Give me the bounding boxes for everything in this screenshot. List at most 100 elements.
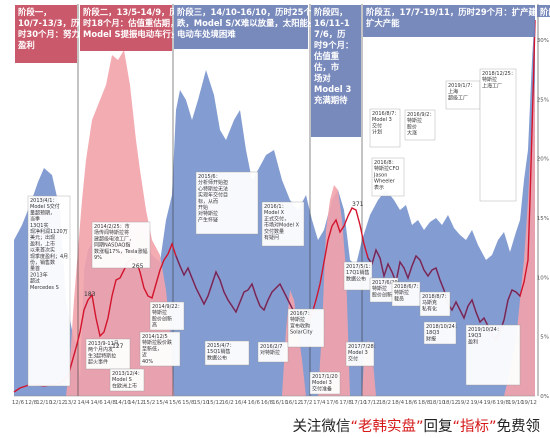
x-tick-label: 16/2 [221, 400, 233, 406]
annotation-line: 19Q3 [468, 333, 481, 339]
annotation-line: 生3起特斯拉 [88, 352, 116, 359]
annotation-line: Wheeler [374, 179, 396, 185]
annotation-line: 2015/4/7： [207, 343, 234, 349]
phase-separators [77, 4, 539, 396]
annotation-bg [287, 308, 325, 348]
annotation-line: 2014/9/22： [152, 304, 183, 310]
annotation-line: 高 [152, 322, 157, 329]
annotation-bg [27, 195, 71, 387]
annotation-line: 对特斯拉 [198, 210, 218, 217]
annotation-line: 2016/9/2： [407, 112, 434, 118]
annotation-line: 2016/8/7： [372, 111, 399, 117]
x-tick-label: 18/12 [442, 400, 458, 406]
x-tick-label: 14/10 [115, 400, 131, 406]
annotation-line: 市场对Model X [264, 222, 300, 229]
annotation-line: 财报 [426, 335, 436, 342]
x-tick-label: 12/6 [12, 400, 25, 406]
annotation-line: 15Q1销售 [207, 348, 230, 355]
x-tick-label: 12/10 [36, 400, 52, 406]
annotation-bg [343, 261, 373, 291]
annotation-line: 裁员 [394, 295, 404, 302]
phase-title-line: 盈利 [17, 40, 35, 50]
annotation-line: 股价 [407, 124, 417, 130]
annotation-line: 数涨幅17%，Tesla涨幅 [94, 248, 147, 255]
phase-title-line: 估值重 [313, 51, 340, 61]
annotation-line: 现净利润1120万 [30, 228, 68, 235]
annotation-line: 2013年 [30, 271, 48, 278]
phase-title-line: 阶段五，17/7-19/11，历时29个月：扩产建厂， [366, 7, 550, 17]
annotation-bg [419, 291, 451, 317]
phase-title-line: 时30个月：努力 [18, 29, 80, 39]
annotation-bg [195, 171, 259, 235]
annotation-line: 2017/6/29： [372, 280, 403, 286]
x-tick-label: 12/8 [25, 400, 38, 406]
annotation-line: 至新低， [142, 345, 162, 352]
annotation-bg [204, 340, 250, 366]
annotation-box: 2013/4/1：Model S交付量超预期，当季13Q1实现净利润1120万美… [27, 195, 71, 387]
x-tick-label: 16/12 [285, 400, 301, 406]
phase-title-line: 时9个月： [314, 40, 353, 50]
x-tick-label: 18/4 [392, 400, 405, 406]
annotation-line: 特斯拉 [482, 76, 497, 83]
y-tick-label: 30% [537, 38, 549, 44]
phase-title-line: 阶段一， [18, 7, 52, 17]
annotation-line: Model S [112, 377, 132, 383]
phase-title-line: 时18个月：估值重估期， [83, 18, 178, 28]
annotation-line: 盈利 [468, 338, 478, 345]
footer-keyword: “指标” [452, 419, 497, 435]
footer-text: 关注微信“老韩实盘”回复“指标”免费领 [292, 415, 540, 436]
annotation-line: 分析师开始担 [198, 179, 228, 186]
annotation-line: 2016/7： [290, 311, 313, 317]
annotation-line: 对特斯拉 [260, 349, 280, 356]
annotation-line: Jason [373, 172, 387, 178]
x-tick-label: 18/10 [429, 400, 445, 406]
x-tick-label: 17/6 [326, 400, 339, 406]
annotation-line: 2018/8/7： [422, 294, 449, 300]
price-line-phase3 [175, 255, 309, 328]
pink-area [14, 50, 535, 396]
annotation-bg [257, 341, 289, 363]
annotation-bg [91, 221, 151, 269]
phase-box-bg [363, 5, 535, 37]
annotation-line: 超级工厂 [448, 94, 468, 101]
annotation-line: 量首 [30, 265, 40, 272]
annotation-line: 在欧洲上市 [112, 382, 137, 389]
phase-title-line: 扩大产能 [366, 18, 400, 28]
y-tick-label: 5% [540, 335, 549, 341]
annotation-line: 交付 [348, 355, 358, 362]
x-tick-label: 19/8 [497, 400, 510, 406]
annotation-line: 标，从而 [198, 198, 218, 205]
annotation-line: 特斯拉股价跌 [142, 339, 172, 346]
footer-bar: 关注微信“老韩实盘”回复“指标”免费领 [0, 409, 550, 438]
phase-box-bg [537, 5, 550, 17]
annotation-line: 2015/6： [198, 174, 221, 180]
annotation-line: 量超预期， [30, 209, 55, 216]
footer-text-mid: 回复 [423, 419, 453, 435]
data-labels: 183 127 265 371 [84, 201, 364, 350]
footer-text-after: 免费领 [496, 419, 541, 435]
annotation-line: Model 3 [372, 117, 392, 123]
annotation-line: 数据公布 [207, 354, 227, 361]
annotation-line: 数据公布 [346, 275, 366, 282]
annotation-line: 超过 [30, 278, 40, 285]
x-tick-label: 15/6 [169, 400, 182, 406]
annotation-box: 2017/7/28：Model 3交付 [345, 341, 379, 367]
phase-box-bg [80, 5, 172, 51]
phase-title-line: 充满期待 [314, 95, 348, 105]
annotation-line: 同期NASDAQ指 [94, 242, 130, 249]
data-label: 371 [352, 201, 364, 208]
y-tick-label: 10% [537, 275, 549, 281]
x-tick-label: 15/12 [207, 400, 223, 406]
annotation-line: 有疑问 [264, 234, 279, 241]
annotation-line: 两个月内发 [88, 346, 113, 353]
phase-title-line: 16/11-1 [314, 18, 350, 28]
annotation-line: 正式交付， [264, 215, 289, 222]
annotation-line: 2013/12/4： [112, 371, 143, 377]
annotation-line: 2018/12/25： [482, 71, 516, 77]
phase-title-line: 阶段二，13/5-14/9，历 [83, 7, 178, 17]
